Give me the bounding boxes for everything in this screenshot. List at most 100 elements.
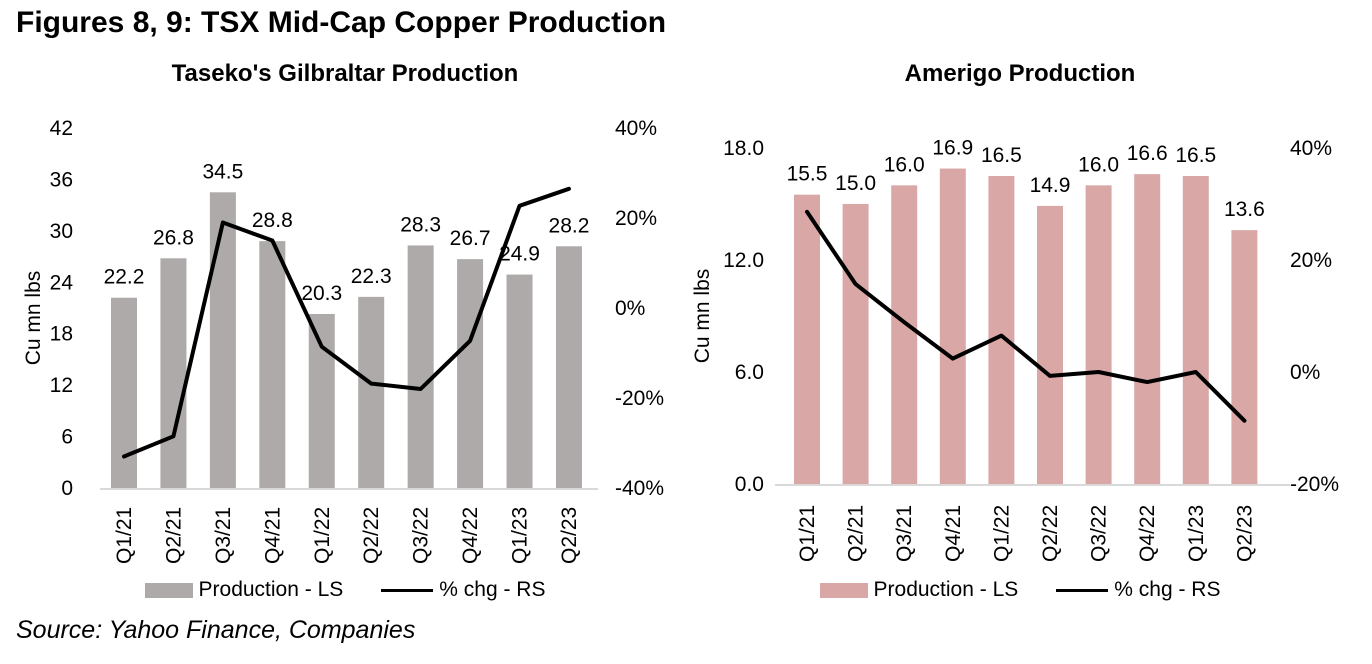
taseko-legend: Production - LS % chg - RS <box>20 578 670 602</box>
x-tick-label: Q1/21 <box>796 505 819 562</box>
left-axis-tick: 0 <box>61 477 73 500</box>
legend-production-label: Production - LS <box>873 578 1019 601</box>
legend-item-production: Production - LS <box>819 578 1019 602</box>
production-bar <box>555 246 582 488</box>
x-tick-label: Q4/22 <box>1136 505 1159 562</box>
taseko-chart-plot: 42 36 30 24 18 12 6 0 40% 20% 0% -20% -40% 22.2 26.8 34… <box>22 117 664 564</box>
production-bar <box>1231 230 1258 484</box>
production-bar <box>160 258 187 488</box>
production-bar <box>209 192 236 488</box>
pct-chg-line-swatch <box>1056 588 1109 592</box>
amerigo-legend: Production - LS % chg - RS <box>690 578 1350 602</box>
x-tick-label: Q2/21 <box>845 505 868 562</box>
legend-pct-chg-label: % chg - RS <box>1114 578 1221 601</box>
left-axis-tick: 30 <box>50 220 73 243</box>
left-axis-tick: 18 <box>50 323 73 346</box>
bar-value-label: 16.0 <box>884 153 925 176</box>
production-bar <box>358 296 385 488</box>
production-bar <box>259 241 286 488</box>
legend-item-pct-chg: % chg - RS <box>381 578 545 602</box>
left-axis-tick: 36 <box>50 168 73 191</box>
figure-heading: Figures 8, 9: TSX Mid-Cap Copper Product… <box>16 6 667 39</box>
bar-value-label: 13.6 <box>1224 198 1265 221</box>
x-tick-label: Q2/23 <box>558 507 581 564</box>
production-bar <box>1182 176 1209 484</box>
bar-value-label: 15.0 <box>835 172 876 195</box>
amerigo-chart-plot: 18.0 12.0 6.0 0.0 40% 20% 0% -20% 15.5 15.0 16.0 16… <box>691 137 1339 562</box>
production-bar <box>407 245 434 488</box>
production-bar <box>1085 185 1112 484</box>
bar-value-label: 16.6 <box>1127 142 1168 165</box>
production-bar <box>1037 205 1063 484</box>
taseko-chart-title: Taseko's Gilbraltar Production <box>171 60 519 87</box>
bar-value-label: 16.5 <box>981 144 1022 167</box>
production-bar <box>939 168 966 484</box>
left-axis-tick: 6.0 <box>735 361 764 384</box>
pct-chg-line <box>122 186 571 459</box>
right-axis-tick: 20% <box>615 207 657 230</box>
x-tick-label: Q2/22 <box>1039 505 1062 562</box>
x-tick-label: Q2/21 <box>162 507 185 564</box>
legend-item-production: Production - LS <box>144 578 344 602</box>
y-axis-title: Cu mn lbs <box>691 269 714 364</box>
x-tick-label: Q3/21 <box>212 507 235 564</box>
production-bar <box>457 259 484 488</box>
bar-value-label: 24.9 <box>499 243 540 266</box>
production-bar-swatch <box>819 582 868 598</box>
production-bar <box>506 274 533 488</box>
x-tick-label: Q4/22 <box>459 507 482 564</box>
x-tick-label: Q4/21 <box>261 507 284 564</box>
production-bar <box>891 185 918 484</box>
bar-value-label: 16.0 <box>1078 153 1119 176</box>
left-axis-tick: 12.0 <box>723 249 764 272</box>
production-bar <box>794 194 820 484</box>
production-bar <box>308 314 335 488</box>
bar-value-label: 16.5 <box>1175 144 1216 167</box>
bar-value-label: 14.9 <box>1030 174 1071 197</box>
bar-value-label: 16.9 <box>932 137 973 160</box>
pct-chg-line-swatch <box>381 588 434 592</box>
legend-pct-chg-label: % chg - RS <box>439 578 546 601</box>
left-axis-tick: 24 <box>50 271 74 294</box>
x-tick-label: Q1/23 <box>509 507 532 564</box>
taseko-chart: Taseko's Gilbraltar Production 42 36 30 24 1… <box>20 56 670 602</box>
left-axis-tick: 6 <box>61 426 73 449</box>
bar-value-label: 22.2 <box>104 266 145 289</box>
amerigo-chart-title: Amerigo Production <box>904 60 1136 87</box>
right-axis-tick: 0% <box>615 297 645 320</box>
pct-chg-line <box>805 209 1247 423</box>
production-bar-swatch <box>144 582 193 598</box>
bar-value-label: 28.8 <box>252 209 293 232</box>
right-axis-tick: -20% <box>615 387 664 410</box>
bar-value-label: 22.3 <box>351 265 392 288</box>
x-tick-label: Q1/22 <box>990 505 1013 562</box>
bar-value-label: 26.8 <box>153 226 194 249</box>
left-axis-tick: 0.0 <box>735 473 764 496</box>
x-tick-label: Q2/23 <box>1233 505 1256 562</box>
right-axis-tick: 20% <box>1290 249 1332 272</box>
x-tick-label: Q3/22 <box>410 507 433 564</box>
bar-value-label: 15.5 <box>787 163 828 186</box>
right-axis-tick: 40% <box>1290 137 1332 160</box>
bar-value-label: 28.3 <box>400 213 441 236</box>
legend-item-pct-chg: % chg - RS <box>1056 578 1220 602</box>
x-tick-label: Q4/21 <box>942 505 965 562</box>
x-tick-label: Q2/22 <box>360 507 383 564</box>
x-tick-label: Q1/23 <box>1185 505 1208 562</box>
right-axis-tick: -40% <box>615 477 664 500</box>
x-tick-label: Q3/21 <box>893 505 916 562</box>
right-axis-tick: 40% <box>615 117 657 140</box>
production-bar <box>988 176 1015 484</box>
x-tick-label: Q1/22 <box>311 507 334 564</box>
bar-value-label: 28.2 <box>549 214 590 237</box>
bar-value-label: 26.7 <box>450 227 491 250</box>
left-axis-tick: 42 <box>50 117 73 140</box>
y-axis-title: Cu mn lbs <box>22 271 45 366</box>
bar-value-label: 20.3 <box>301 282 342 305</box>
left-axis-tick: 12 <box>50 374 73 397</box>
x-tick-label: Q3/22 <box>1088 505 1111 562</box>
x-tick-label: Q1/21 <box>113 507 136 564</box>
source-note: Source: Yahoo Finance, Companies <box>16 616 416 644</box>
legend-production-label: Production - LS <box>198 578 344 601</box>
right-axis-tick: 0% <box>1290 361 1320 384</box>
